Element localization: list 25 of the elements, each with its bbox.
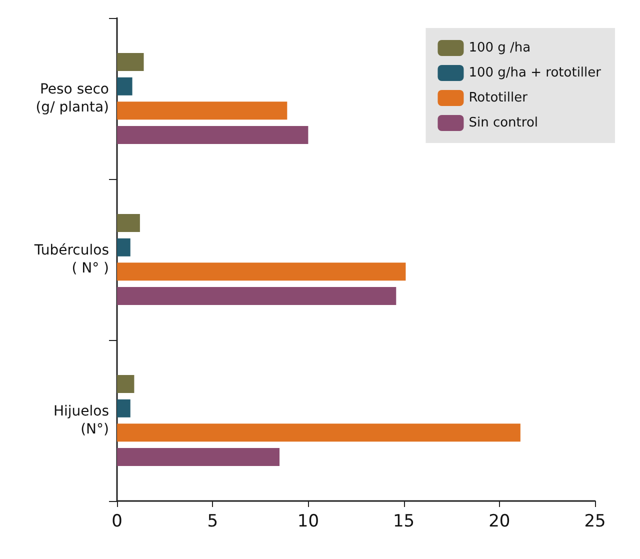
y-tick-label: Tubérculos ( N° ) bbox=[33, 242, 109, 276]
x-tick-label: 0 bbox=[112, 512, 122, 532]
bar bbox=[117, 238, 130, 256]
legend-label: 100 g /ha bbox=[468, 40, 531, 56]
x-tick-label: 5 bbox=[207, 512, 218, 532]
legend-label: Rototiller bbox=[468, 90, 528, 106]
x-tick-label: 25 bbox=[584, 512, 606, 532]
x-tick-label: 20 bbox=[488, 512, 510, 532]
bar bbox=[117, 214, 140, 232]
bar bbox=[117, 448, 280, 466]
bar bbox=[117, 262, 406, 281]
x-tick-label: 15 bbox=[392, 512, 415, 532]
x-tick-label: 10 bbox=[297, 512, 320, 532]
bar bbox=[117, 53, 144, 72]
bar bbox=[117, 126, 308, 144]
legend-label: Sin control bbox=[468, 116, 538, 130]
bar bbox=[117, 375, 134, 394]
bar bbox=[117, 77, 132, 96]
bar bbox=[117, 399, 130, 418]
y-tick-label: Hijuelos (N°) bbox=[53, 404, 109, 438]
bar bbox=[117, 424, 520, 442]
y-tick-label: Peso seco (g/ planta) bbox=[36, 82, 109, 116]
legend-label: 100 g/ha + rototiller bbox=[468, 66, 602, 80]
bar bbox=[117, 286, 396, 305]
bar bbox=[117, 102, 288, 120]
